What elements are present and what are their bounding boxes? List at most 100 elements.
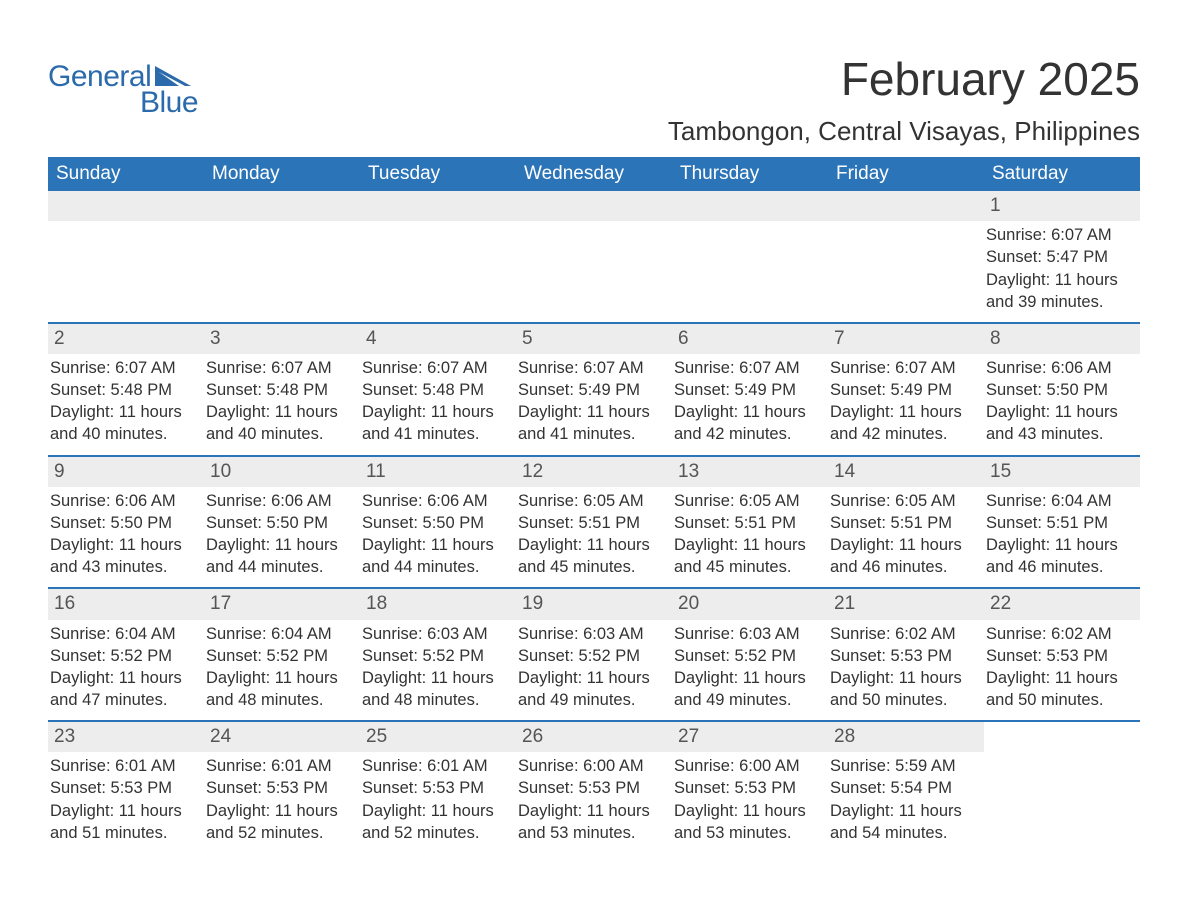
day-dl2: and 48 minutes.	[362, 690, 510, 711]
day-dl2: and 43 minutes.	[986, 424, 1134, 445]
day-dl2: and 41 minutes.	[518, 424, 666, 445]
weekday-label: Tuesday	[360, 157, 516, 191]
day-dl2: and 47 minutes.	[50, 690, 198, 711]
day-sunrise: Sunrise: 6:04 AM	[50, 624, 198, 645]
calendar-day: 28Sunrise: 5:59 AMSunset: 5:54 PMDayligh…	[828, 722, 984, 853]
day-dl2: and 50 minutes.	[830, 690, 978, 711]
weekday-label: Monday	[204, 157, 360, 191]
day-sunrise: Sunrise: 6:00 AM	[518, 756, 666, 777]
day-dl1: Daylight: 11 hours	[518, 535, 666, 556]
day-sunrise: Sunrise: 6:07 AM	[674, 358, 822, 379]
calendar: Sunday Monday Tuesday Wednesday Thursday…	[48, 157, 1140, 853]
day-sunset: Sunset: 5:49 PM	[674, 380, 822, 401]
calendar-day: 16Sunrise: 6:04 AMSunset: 5:52 PMDayligh…	[48, 589, 204, 720]
day-dl1: Daylight: 11 hours	[674, 668, 822, 689]
day-sunrise: Sunrise: 6:03 AM	[674, 624, 822, 645]
day-number: 3	[204, 324, 360, 354]
day-number: 10	[204, 457, 360, 487]
calendar-day	[516, 191, 672, 322]
day-dl1: Daylight: 11 hours	[362, 668, 510, 689]
day-sunrise: Sunrise: 6:07 AM	[986, 225, 1134, 246]
day-dl2: and 42 minutes.	[830, 424, 978, 445]
day-sunrise: Sunrise: 6:06 AM	[986, 358, 1134, 379]
day-number: 5	[516, 324, 672, 354]
calendar-day: 25Sunrise: 6:01 AMSunset: 5:53 PMDayligh…	[360, 722, 516, 853]
day-dl1: Daylight: 11 hours	[830, 535, 978, 556]
day-dl1: Daylight: 11 hours	[206, 402, 354, 423]
day-sunrise: Sunrise: 6:07 AM	[206, 358, 354, 379]
day-number: 6	[672, 324, 828, 354]
weekday-label: Sunday	[48, 157, 204, 191]
calendar-day: 8Sunrise: 6:06 AMSunset: 5:50 PMDaylight…	[984, 324, 1140, 455]
header: General Blue February 2025 Tambongon, Ce…	[48, 40, 1140, 147]
day-sunset: Sunset: 5:53 PM	[50, 778, 198, 799]
day-dl1: Daylight: 11 hours	[362, 801, 510, 822]
day-number: 27	[672, 722, 828, 752]
calendar-day: 22Sunrise: 6:02 AMSunset: 5:53 PMDayligh…	[984, 589, 1140, 720]
day-dl1: Daylight: 11 hours	[518, 402, 666, 423]
day-dl1: Daylight: 11 hours	[362, 535, 510, 556]
weekday-label: Friday	[828, 157, 984, 191]
day-dl1: Daylight: 11 hours	[50, 668, 198, 689]
calendar-day: 24Sunrise: 6:01 AMSunset: 5:53 PMDayligh…	[204, 722, 360, 853]
day-dl1: Daylight: 11 hours	[362, 402, 510, 423]
day-sunset: Sunset: 5:50 PM	[50, 513, 198, 534]
day-number	[828, 191, 984, 221]
calendar-day	[204, 191, 360, 322]
day-dl2: and 49 minutes.	[674, 690, 822, 711]
calendar-day	[828, 191, 984, 322]
day-sunrise: Sunrise: 6:05 AM	[518, 491, 666, 512]
day-sunset: Sunset: 5:48 PM	[50, 380, 198, 401]
brand-logo: General Blue	[48, 40, 198, 120]
calendar-day: 14Sunrise: 6:05 AMSunset: 5:51 PMDayligh…	[828, 457, 984, 588]
day-number: 14	[828, 457, 984, 487]
calendar-day: 12Sunrise: 6:05 AMSunset: 5:51 PMDayligh…	[516, 457, 672, 588]
day-sunset: Sunset: 5:53 PM	[206, 778, 354, 799]
day-number: 9	[48, 457, 204, 487]
calendar-week: 1Sunrise: 6:07 AMSunset: 5:47 PMDaylight…	[48, 191, 1140, 322]
day-number: 2	[48, 324, 204, 354]
day-sunrise: Sunrise: 6:00 AM	[674, 756, 822, 777]
day-sunrise: Sunrise: 5:59 AM	[830, 756, 978, 777]
calendar-week: 9Sunrise: 6:06 AMSunset: 5:50 PMDaylight…	[48, 455, 1140, 588]
day-sunset: Sunset: 5:51 PM	[830, 513, 978, 534]
day-sunrise: Sunrise: 6:03 AM	[362, 624, 510, 645]
day-dl2: and 48 minutes.	[206, 690, 354, 711]
title-block: February 2025 Tambongon, Central Visayas…	[668, 40, 1140, 147]
day-sunset: Sunset: 5:53 PM	[674, 778, 822, 799]
day-sunset: Sunset: 5:48 PM	[206, 380, 354, 401]
day-number: 16	[48, 589, 204, 619]
day-dl2: and 50 minutes.	[986, 690, 1134, 711]
day-dl1: Daylight: 11 hours	[986, 668, 1134, 689]
day-dl1: Daylight: 11 hours	[830, 402, 978, 423]
day-dl1: Daylight: 11 hours	[986, 535, 1134, 556]
day-sunset: Sunset: 5:53 PM	[830, 646, 978, 667]
day-dl1: Daylight: 11 hours	[206, 668, 354, 689]
day-dl2: and 45 minutes.	[674, 557, 822, 578]
day-sunrise: Sunrise: 6:07 AM	[518, 358, 666, 379]
day-number: 22	[984, 589, 1140, 619]
calendar-week: 23Sunrise: 6:01 AMSunset: 5:53 PMDayligh…	[48, 720, 1140, 853]
day-dl1: Daylight: 11 hours	[206, 535, 354, 556]
day-dl2: and 43 minutes.	[50, 557, 198, 578]
day-dl1: Daylight: 11 hours	[50, 535, 198, 556]
weekday-header-row: Sunday Monday Tuesday Wednesday Thursday…	[48, 157, 1140, 191]
day-sunrise: Sunrise: 6:01 AM	[50, 756, 198, 777]
calendar-day	[48, 191, 204, 322]
day-sunset: Sunset: 5:48 PM	[362, 380, 510, 401]
day-number: 12	[516, 457, 672, 487]
day-number: 1	[984, 191, 1140, 221]
day-dl2: and 52 minutes.	[362, 823, 510, 844]
day-sunset: Sunset: 5:53 PM	[362, 778, 510, 799]
day-dl1: Daylight: 11 hours	[674, 535, 822, 556]
day-sunrise: Sunrise: 6:02 AM	[830, 624, 978, 645]
day-sunset: Sunset: 5:49 PM	[518, 380, 666, 401]
day-dl1: Daylight: 11 hours	[674, 402, 822, 423]
day-number: 18	[360, 589, 516, 619]
weekday-label: Wednesday	[516, 157, 672, 191]
day-number: 25	[360, 722, 516, 752]
day-sunset: Sunset: 5:53 PM	[518, 778, 666, 799]
day-sunset: Sunset: 5:52 PM	[674, 646, 822, 667]
calendar-day: 3 Sunrise: 6:07 AMSunset: 5:48 PMDaylight…	[204, 324, 360, 455]
calendar-day: 23Sunrise: 6:01 AMSunset: 5:53 PMDayligh…	[48, 722, 204, 853]
